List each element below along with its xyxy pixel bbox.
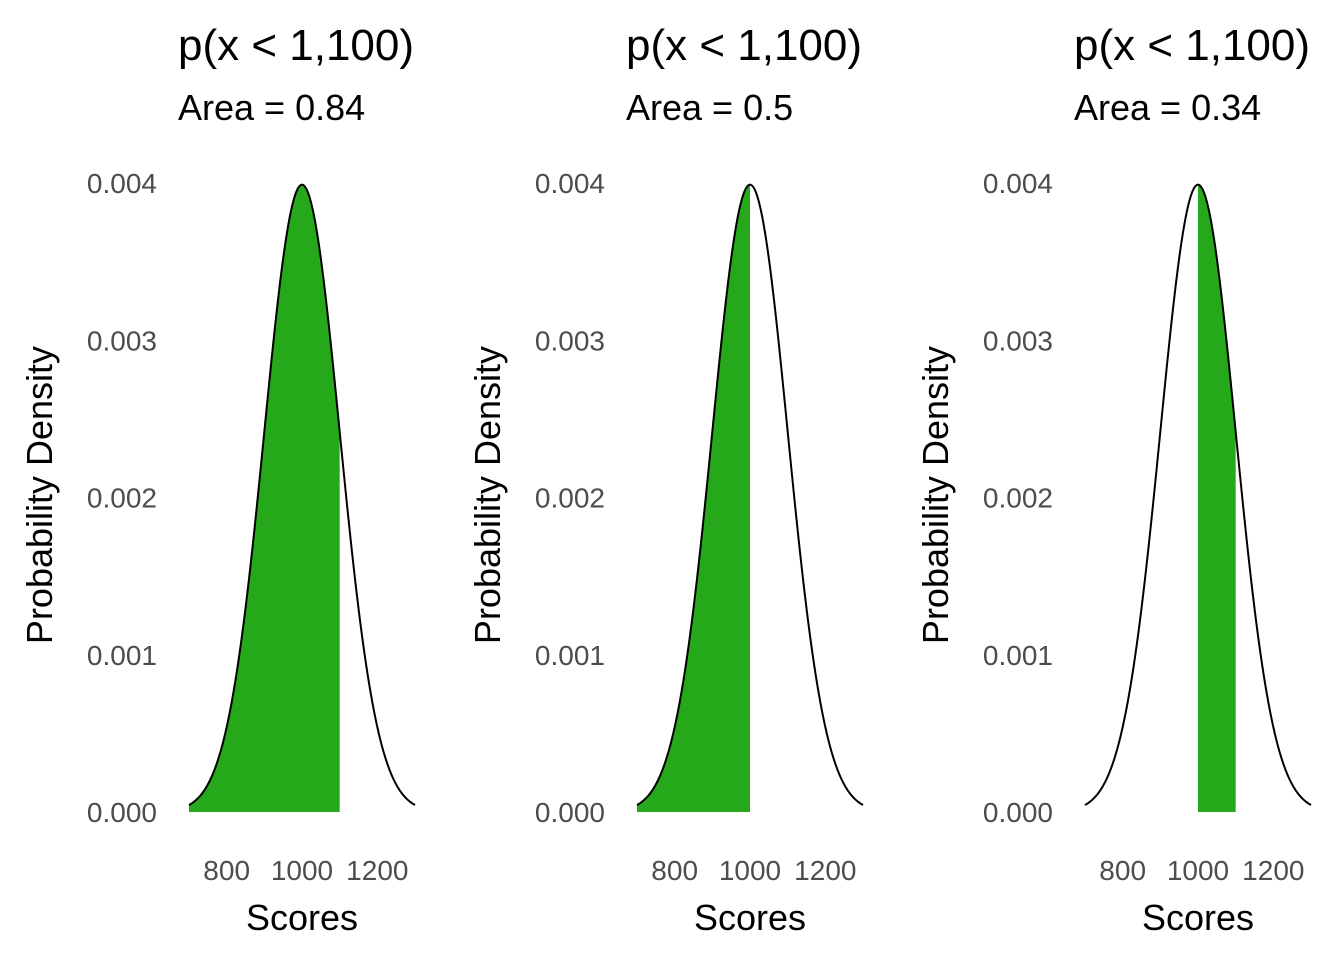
- x-tick-label: 800: [203, 855, 250, 886]
- density-curve: [636, 183, 864, 806]
- y-tick-label: 0.000: [87, 797, 157, 828]
- y-tick-label: 0.002: [983, 483, 1053, 514]
- y-tick-label: 0.003: [535, 325, 605, 356]
- panel-3: p(x < 1,100) Area = 0.34 0.000 0.001 0.002 0.…: [915, 21, 1312, 938]
- x-tick-label: 1000: [719, 855, 781, 886]
- x-axis-label: Scores: [246, 897, 358, 938]
- panel-subtitle: Area = 0.34: [1074, 87, 1261, 128]
- x-tick-label: 800: [1099, 855, 1146, 886]
- x-tick-label: 800: [651, 855, 698, 886]
- panel-2: p(x < 1,100) Area = 0.5 0.000 0.001 0.002 0.0…: [467, 21, 864, 938]
- x-tick-label: 1000: [1167, 855, 1229, 886]
- x-tick-label: 1000: [271, 855, 333, 886]
- y-tick-label: 0.004: [983, 168, 1053, 199]
- panel-title: p(x < 1,100): [178, 21, 414, 70]
- panel-subtitle: Area = 0.84: [178, 87, 365, 128]
- panel-subtitle: Area = 0.5: [626, 87, 793, 128]
- density-curve: [188, 183, 416, 806]
- y-tick-label: 0.003: [87, 325, 157, 356]
- density-curve: [1084, 183, 1312, 806]
- x-tick-label: 1200: [794, 855, 856, 886]
- y-axis-label: Probability Density: [915, 346, 956, 644]
- y-tick-label: 0.004: [87, 168, 157, 199]
- y-tick-label: 0.001: [983, 640, 1053, 671]
- shaded-area: [637, 184, 750, 812]
- y-tick-label: 0.000: [535, 797, 605, 828]
- shaded-area: [189, 184, 340, 812]
- x-axis-label: Scores: [694, 897, 806, 938]
- y-tick-label: 0.000: [983, 797, 1053, 828]
- x-axis-label: Scores: [1142, 897, 1254, 938]
- y-axis-label: Probability Density: [19, 346, 60, 644]
- y-tick-label: 0.002: [535, 483, 605, 514]
- y-tick-label: 0.001: [87, 640, 157, 671]
- x-tick-label: 1200: [1242, 855, 1304, 886]
- panel-title: p(x < 1,100): [1074, 21, 1310, 70]
- panel-title: p(x < 1,100): [626, 21, 862, 70]
- x-tick-label: 1200: [346, 855, 408, 886]
- shaded-area: [1198, 184, 1236, 812]
- y-tick-label: 0.004: [535, 168, 605, 199]
- y-tick-label: 0.001: [535, 640, 605, 671]
- y-tick-label: 0.003: [983, 325, 1053, 356]
- panel-1: p(x < 1,100) Area = 0.84 0.000 0.001 0.002 0.…: [19, 21, 416, 938]
- y-tick-label: 0.002: [87, 483, 157, 514]
- y-axis-label: Probability Density: [467, 346, 508, 644]
